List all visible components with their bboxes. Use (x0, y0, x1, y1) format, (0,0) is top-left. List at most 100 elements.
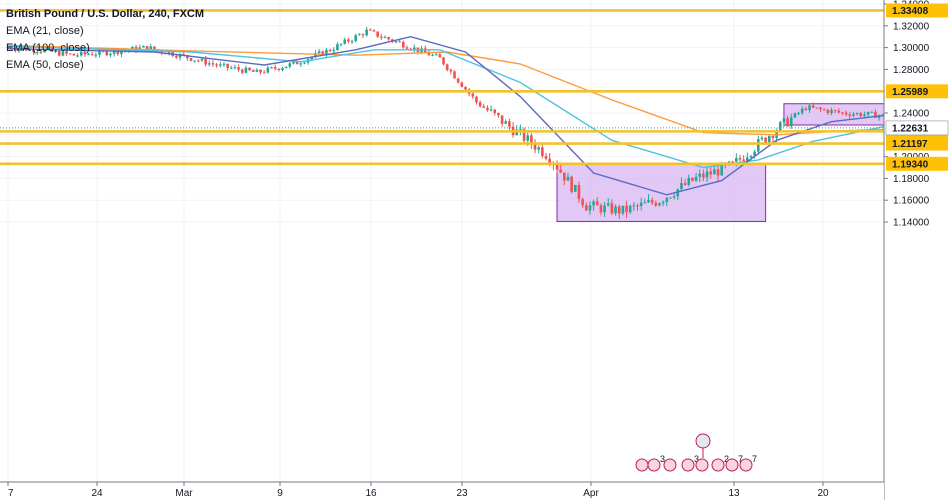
candle-body (295, 61, 299, 65)
candle-body (453, 71, 456, 79)
candle-body (204, 58, 207, 65)
candle-body (431, 54, 434, 56)
candle-body (606, 203, 610, 206)
price-tick-label: 1.30000 (893, 43, 930, 54)
candle-body (669, 197, 672, 199)
candle-body (43, 49, 46, 53)
candle-body (822, 109, 826, 111)
candle-body (863, 114, 866, 117)
candle-body (68, 53, 72, 55)
candle-body (497, 112, 500, 116)
candle-body (654, 202, 658, 206)
candle-body (197, 60, 200, 62)
candle-body (800, 108, 804, 113)
candle-body (584, 205, 588, 211)
candle-body (778, 122, 782, 132)
economic-event-flag-icon (647, 458, 661, 472)
candle-body (559, 169, 562, 173)
candle-body (211, 63, 215, 65)
candle-body (636, 205, 639, 207)
candle-body (303, 62, 306, 64)
event-flag-label: 3 (694, 454, 699, 464)
candle-body (599, 205, 603, 213)
candle-body (566, 176, 570, 181)
candle-body (665, 197, 669, 203)
candle-body (65, 51, 68, 54)
candle-body (661, 202, 665, 204)
candle-body (720, 163, 723, 176)
level-price-label: 1.25989 (892, 87, 929, 98)
candle-body (841, 112, 844, 114)
candle-body (650, 200, 654, 203)
level-price-tag (886, 3, 948, 18)
candle-body (281, 68, 284, 70)
candle-body (237, 67, 240, 70)
candle-body (109, 53, 112, 56)
candle-body (383, 37, 387, 39)
price-tick-label: 1.14000 (893, 218, 930, 229)
candle-body (401, 42, 405, 48)
economic-event-flag-icon (681, 458, 695, 472)
time-tick-label: 9 (277, 488, 283, 499)
candle-body (369, 29, 372, 31)
candle-body (83, 51, 87, 55)
economic-event-flag-icon (635, 458, 649, 472)
candle-body (17, 48, 21, 51)
candle-body (493, 109, 497, 113)
candle-body (456, 78, 460, 83)
candle-body (574, 184, 577, 192)
candle-body (577, 184, 581, 200)
candle-body (826, 109, 830, 114)
level-price-tag (886, 84, 948, 99)
candle-body (504, 121, 508, 124)
candle-body (767, 136, 771, 143)
candle-body (240, 69, 244, 73)
candle-body (189, 58, 193, 61)
candle-body (855, 113, 859, 115)
candle-body (372, 30, 376, 32)
candle-body (343, 39, 347, 44)
time-tick-label: 16 (365, 488, 377, 499)
candle-body (793, 113, 797, 118)
economic-event-flag-icon (711, 458, 725, 472)
candle-body (273, 67, 277, 69)
candle-body (61, 51, 65, 56)
candle-body (380, 36, 383, 38)
candle-body (833, 110, 837, 112)
candle-body (680, 183, 683, 190)
candle-body (460, 82, 464, 88)
candle-body (350, 40, 354, 42)
candle-body (815, 107, 819, 109)
candle-body (632, 205, 636, 207)
candle-body (716, 169, 720, 176)
economic-event-flag-icon (725, 458, 739, 472)
candle-body (32, 48, 35, 53)
candle-body (270, 67, 273, 69)
price-tick-label: 1.16000 (893, 196, 930, 207)
candle-body (519, 129, 522, 131)
candle-body (672, 196, 676, 198)
candle-body (412, 47, 416, 50)
candle-body (358, 34, 361, 36)
candle-body (471, 93, 475, 97)
candle-body (866, 111, 870, 115)
candle-body (713, 169, 716, 175)
candle-body (614, 206, 617, 214)
candle-body (445, 64, 449, 70)
candle-body (804, 108, 808, 111)
price-axis-panel (884, 0, 950, 500)
candle-body (6, 47, 10, 49)
candle-body (570, 176, 573, 192)
current-price-label: 1.22631 (892, 123, 929, 134)
candle-body (277, 68, 281, 70)
candle-body (98, 50, 101, 55)
candle-body (376, 31, 379, 37)
candle-body (789, 117, 793, 127)
candle-body (251, 70, 255, 72)
candle-body (112, 50, 116, 54)
candle-body (548, 158, 551, 163)
candle-body (617, 206, 621, 214)
candle-body (621, 205, 625, 214)
